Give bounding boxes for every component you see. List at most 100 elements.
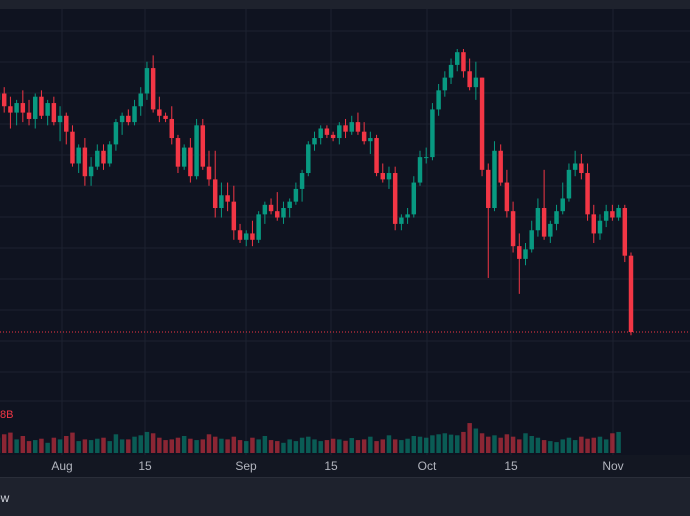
candle-body <box>163 116 167 119</box>
candle-body <box>318 129 322 139</box>
volume-bar <box>443 433 447 453</box>
volume-bar <box>201 439 205 453</box>
candle-body <box>89 167 93 177</box>
volume-bar <box>238 440 242 453</box>
candle-body <box>114 122 118 144</box>
candle-body <box>170 119 174 138</box>
volume-bar <box>263 436 267 453</box>
volume-bar <box>362 439 366 453</box>
volume-bar <box>343 441 347 453</box>
volume-bar <box>480 433 484 453</box>
candle-body <box>436 90 440 109</box>
candle-body <box>244 233 248 239</box>
volume-bar <box>325 440 329 453</box>
volume-bar <box>207 434 211 453</box>
candle-body <box>424 157 428 158</box>
candlestick-chart[interactable] <box>0 9 690 455</box>
volume-bar <box>350 438 354 453</box>
candle-body <box>225 195 229 201</box>
volume-bar <box>114 434 118 453</box>
candle-body <box>33 97 37 119</box>
candle-body <box>83 148 87 177</box>
candle-body <box>58 116 62 122</box>
candle-body <box>219 195 223 208</box>
candle-body <box>27 113 31 119</box>
candle-body <box>405 214 409 217</box>
volume-bar <box>256 439 260 453</box>
volume-bar <box>573 440 577 453</box>
candle-body <box>76 148 80 164</box>
view-button[interactable]: ew <box>0 491 9 505</box>
candle-body <box>287 202 291 208</box>
volume-bar <box>107 441 111 453</box>
candle-body <box>207 167 211 180</box>
volume-bar <box>145 432 149 453</box>
volume-bar <box>592 438 596 453</box>
chart-pane[interactable] <box>0 9 690 455</box>
volume-bar <box>548 441 552 453</box>
candle-body <box>151 68 155 109</box>
volume-bar <box>598 437 602 453</box>
candle-body <box>374 138 378 173</box>
candle-body <box>256 214 260 239</box>
candle-body <box>356 122 360 132</box>
candle-body <box>585 173 589 214</box>
volume-bar <box>244 441 248 453</box>
volume-bar <box>58 439 62 453</box>
candle-body <box>498 151 502 183</box>
candle-body <box>362 132 366 142</box>
volume-bar <box>176 438 180 453</box>
volume-bar <box>436 434 440 453</box>
volume-bar <box>523 433 527 453</box>
candle-body <box>529 230 533 249</box>
volume-bar <box>225 439 229 453</box>
candle-body <box>145 68 149 93</box>
bottom-toolbar: ew <box>0 477 690 516</box>
volume-bar <box>318 441 322 453</box>
volume-bar <box>89 440 93 453</box>
candle-body <box>250 233 254 239</box>
candle-body <box>567 170 571 199</box>
volume-bar <box>405 439 409 453</box>
volume-bar <box>8 433 12 453</box>
volume-bar <box>250 438 254 453</box>
candle-body <box>536 208 540 230</box>
candle-body <box>126 116 130 122</box>
volume-bar <box>170 439 174 453</box>
candle-body <box>21 103 25 113</box>
candle-body <box>213 179 217 208</box>
volume-bar <box>461 432 465 453</box>
volume-bar <box>492 435 496 453</box>
volume-bar <box>151 433 155 453</box>
volume-bar <box>585 439 589 453</box>
volume-bar <box>331 439 335 453</box>
x-tick-label: Nov <box>602 459 623 473</box>
x-tick-label: 15 <box>504 459 517 473</box>
candle-body <box>542 208 546 237</box>
candle-body <box>461 52 465 71</box>
candle-body <box>331 135 335 138</box>
candle-body <box>443 78 447 91</box>
candle-body <box>294 189 298 202</box>
volume-bar <box>455 435 459 453</box>
volume-bar <box>64 436 68 453</box>
volume-bar <box>374 441 378 453</box>
volume-bar <box>33 440 37 453</box>
volume-bar <box>474 429 478 453</box>
volume-bar <box>498 438 502 453</box>
candle-body <box>64 116 68 132</box>
volume-bar <box>232 437 236 453</box>
volume-bar <box>399 440 403 453</box>
volume-bar <box>83 439 87 453</box>
volume-bar <box>39 439 43 453</box>
candle-body <box>505 183 509 212</box>
candle-body <box>281 208 285 218</box>
volume-bar <box>139 435 143 453</box>
volume-bar <box>95 439 99 453</box>
candle-body <box>2 94 6 107</box>
volume-bar <box>542 440 546 453</box>
candle-body <box>182 148 186 167</box>
candle-body <box>350 122 354 132</box>
volume-bar <box>281 443 285 453</box>
time-axis[interactable]: Aug 15 Sep 15 Oct 15 Nov <box>0 455 690 477</box>
